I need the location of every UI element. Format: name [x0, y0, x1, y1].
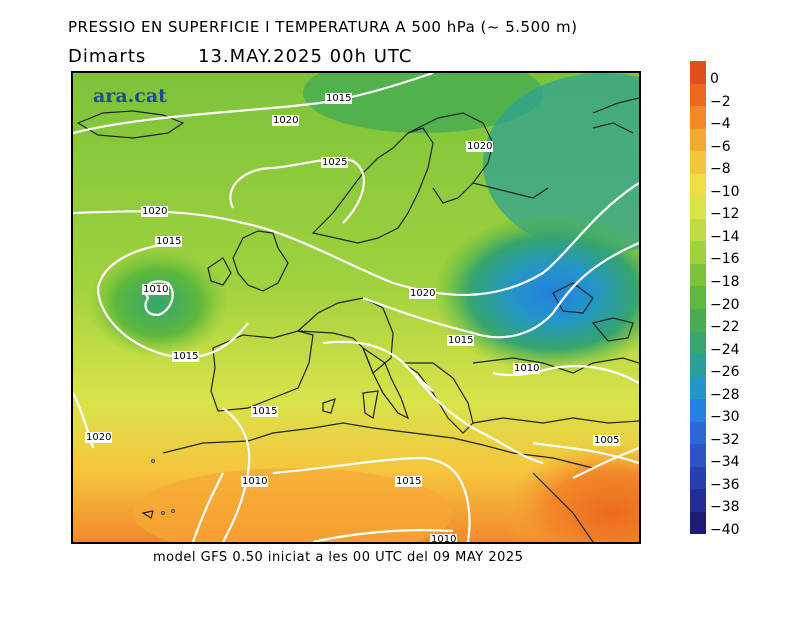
legend-swatch	[690, 61, 706, 84]
isobar-label: 1015	[447, 335, 475, 346]
isobar-label: 1020	[466, 141, 494, 152]
legend-label: −8	[710, 161, 731, 178]
isobar-label: 1020	[272, 115, 300, 126]
legend-label: −22	[710, 319, 740, 336]
isobar-label: 1005	[593, 435, 621, 446]
ara-cat-logo[interactable]: ara.cat	[93, 85, 167, 107]
warm-area-southeast	[503, 443, 639, 542]
legend-swatch	[690, 331, 706, 355]
legend-swatch	[690, 376, 706, 400]
legend-label: −24	[710, 341, 740, 358]
legend-swatch	[690, 106, 706, 129]
legend-swatch	[690, 489, 706, 512]
legend-swatch	[690, 309, 706, 332]
isobar-label: 1020	[85, 432, 113, 443]
isobar-label: 1015	[155, 236, 183, 247]
legend-label: −26	[710, 364, 740, 381]
isobar-label: 1025	[321, 157, 349, 168]
legend-label: −12	[710, 206, 740, 223]
isobar-label: 1010	[430, 534, 458, 544]
legend-swatch	[690, 354, 706, 377]
isobar-label: 1015	[325, 93, 353, 104]
legend-swatch	[690, 196, 706, 219]
coastlines	[76, 97, 639, 542]
cold-core-east	[433, 213, 639, 373]
legend-label: −34	[710, 454, 740, 471]
legend-label: −38	[710, 499, 740, 516]
isobar-label: 1020	[141, 206, 169, 217]
isobar-label: 1010	[241, 476, 269, 487]
legend-swatch	[690, 421, 706, 445]
valid-date: Dimarts 13.MAY.2025 00h UTC	[68, 46, 412, 67]
legend-swatch	[690, 218, 706, 242]
valid-datetime: 13.MAY.2025 00h UTC	[198, 46, 413, 67]
legend-label: −32	[710, 431, 740, 448]
legend-label: −40	[710, 522, 740, 538]
legend-label: −28	[710, 386, 740, 403]
legend-swatch	[690, 173, 706, 197]
legend-swatch	[690, 399, 706, 422]
legend-swatch	[690, 263, 706, 287]
model-info: model GFS 0.50 iniciat a les 00 UTC del …	[153, 550, 524, 565]
legend-swatch	[690, 128, 706, 152]
legend-label: −2	[710, 93, 731, 110]
legend-label: −30	[710, 409, 740, 426]
isobar-label: 1010	[513, 363, 541, 374]
isobar-label: 1015	[251, 406, 279, 417]
legend-label: −16	[710, 251, 740, 268]
map-canvas	[73, 73, 639, 542]
legend-label: −4	[710, 116, 731, 133]
chart-title: PRESSIO EN SUPERFICIE I TEMPERATURA A 50…	[68, 18, 578, 36]
legend-label: −14	[710, 228, 740, 245]
legend-swatch	[690, 466, 706, 490]
legend-label: −20	[710, 296, 740, 313]
isobar-label: 1020	[409, 288, 437, 299]
isobar-label: 1010	[142, 284, 170, 295]
legend-swatch	[690, 83, 706, 107]
isobar-label: 1015	[395, 476, 423, 487]
legend-swatch	[690, 286, 706, 310]
valid-day: Dimarts	[68, 46, 147, 67]
color-scale-bar	[690, 61, 706, 535]
weather-map: ara.cat 1015 1020 1025 1020 1020 1015 10…	[71, 71, 641, 544]
legend-swatch	[690, 444, 706, 467]
legend-swatch	[690, 151, 706, 174]
legend-label: −10	[710, 183, 740, 200]
legend-label: −18	[710, 273, 740, 290]
cold-core-west	[88, 248, 228, 358]
legend-swatch	[690, 241, 706, 264]
legend-swatch	[690, 511, 706, 535]
isobar-lines	[73, 73, 639, 542]
legend-label: −6	[710, 138, 731, 155]
legend-label: 0	[710, 71, 719, 87]
isobar-label: 1015	[172, 351, 200, 362]
legend-label: −36	[710, 476, 740, 493]
